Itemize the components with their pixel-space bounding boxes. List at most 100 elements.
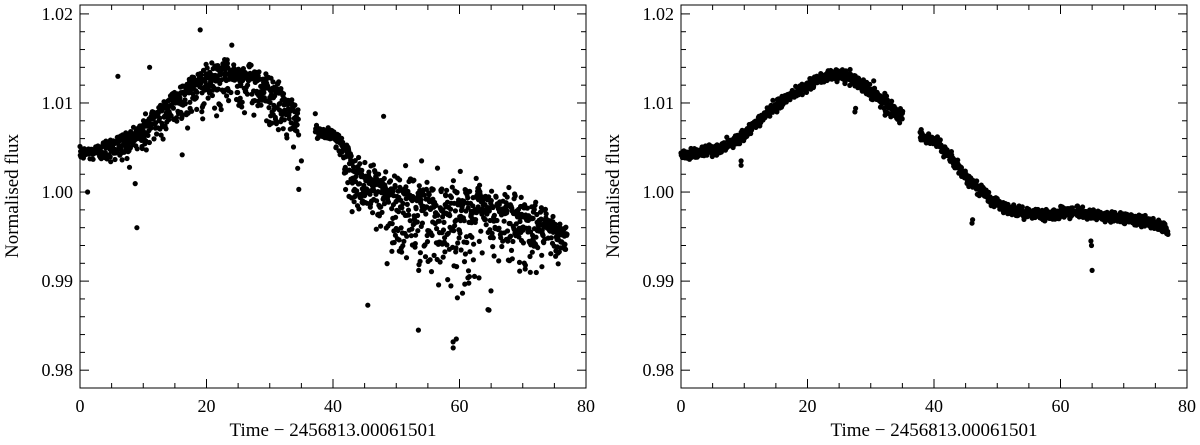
data-point xyxy=(884,97,891,103)
data-point xyxy=(1165,231,1171,237)
data-point xyxy=(770,97,776,103)
data-point xyxy=(424,179,430,185)
data-point xyxy=(974,178,980,184)
data-point xyxy=(847,66,853,73)
outlier-point xyxy=(365,302,371,308)
data-point xyxy=(520,240,527,246)
data-point xyxy=(198,72,204,78)
data-point xyxy=(170,105,176,111)
data-point xyxy=(352,158,358,164)
data-point xyxy=(258,102,264,108)
data-point xyxy=(191,74,197,80)
data-point xyxy=(955,157,961,163)
data-point xyxy=(897,120,903,126)
data-point xyxy=(465,205,471,211)
data-point xyxy=(470,203,476,209)
data-point xyxy=(448,283,454,289)
data-point xyxy=(370,162,376,168)
data-point xyxy=(393,198,400,204)
data-point xyxy=(439,186,445,192)
data-point xyxy=(378,204,384,210)
data-point xyxy=(151,136,157,142)
data-point xyxy=(202,79,208,85)
data-point xyxy=(389,221,395,227)
data-point xyxy=(491,212,497,218)
data-point xyxy=(126,164,133,170)
data-point xyxy=(493,194,499,200)
data-point xyxy=(294,122,300,128)
data-point xyxy=(449,184,455,190)
data-point xyxy=(486,194,492,200)
y-tick-label: 1.01 xyxy=(643,93,675,113)
data-point xyxy=(245,82,251,88)
left-x-tick-labels: 0 20 40 60 80 xyxy=(76,396,596,416)
data-point xyxy=(400,243,406,249)
data-point xyxy=(424,232,430,239)
right-y-tick-labels: 0.98 0.99 1.00 1.01 1.02 xyxy=(643,4,675,380)
data-point xyxy=(387,178,394,184)
data-point xyxy=(471,241,477,247)
outlier-point xyxy=(229,42,235,48)
outlier-point xyxy=(298,158,304,164)
data-point xyxy=(539,264,545,270)
data-point xyxy=(467,188,473,194)
data-point xyxy=(289,97,295,103)
data-point xyxy=(267,99,273,106)
data-point xyxy=(429,232,435,238)
data-point xyxy=(349,209,355,215)
y-tick-label: 1.02 xyxy=(643,4,675,24)
data-point xyxy=(442,249,448,255)
x-tick-label: 60 xyxy=(1052,396,1070,416)
data-point xyxy=(403,255,410,261)
data-point xyxy=(403,163,409,169)
outlier-point xyxy=(450,345,456,351)
data-point xyxy=(501,218,507,224)
data-point xyxy=(465,195,471,201)
data-point xyxy=(362,159,368,166)
data-point xyxy=(504,228,511,234)
data-point xyxy=(376,171,382,177)
data-point xyxy=(414,219,420,225)
data-point xyxy=(473,175,479,181)
y-tick-label: 1.00 xyxy=(42,182,74,202)
data-point xyxy=(398,225,404,231)
data-point xyxy=(470,257,476,263)
data-point xyxy=(488,288,494,294)
left-panel: 0 20 40 60 80 0.98 0.99 1.00 1.01 1.02 Time − 24… xyxy=(2,4,596,441)
data-point xyxy=(562,241,568,247)
left-data-points xyxy=(77,27,570,351)
data-point xyxy=(529,249,535,255)
right-x-tick-labels: 0 20 40 60 80 xyxy=(677,396,1197,416)
data-point xyxy=(457,230,463,236)
data-point xyxy=(224,60,230,66)
data-point xyxy=(346,167,352,173)
x-tick-label: 40 xyxy=(925,396,943,416)
outlier-point xyxy=(1089,267,1095,273)
data-point xyxy=(248,62,254,68)
x-tick-label: 0 xyxy=(677,396,686,416)
data-point xyxy=(408,233,414,239)
data-point xyxy=(201,101,207,107)
data-point xyxy=(357,161,363,167)
data-point xyxy=(348,153,354,159)
data-point xyxy=(445,277,451,283)
data-point xyxy=(476,238,482,244)
data-point xyxy=(454,189,460,195)
data-point xyxy=(491,253,497,259)
data-point xyxy=(518,194,524,200)
data-point xyxy=(239,104,245,110)
data-point xyxy=(555,261,561,267)
data-point xyxy=(166,117,172,123)
data-point xyxy=(235,66,242,72)
data-point xyxy=(454,264,460,270)
outlier-point xyxy=(1088,238,1094,244)
data-point xyxy=(448,206,454,212)
data-point xyxy=(280,126,286,132)
data-point xyxy=(251,112,257,118)
data-point xyxy=(483,222,489,228)
data-point xyxy=(538,216,544,222)
data-point xyxy=(139,145,145,152)
data-point xyxy=(134,146,140,152)
